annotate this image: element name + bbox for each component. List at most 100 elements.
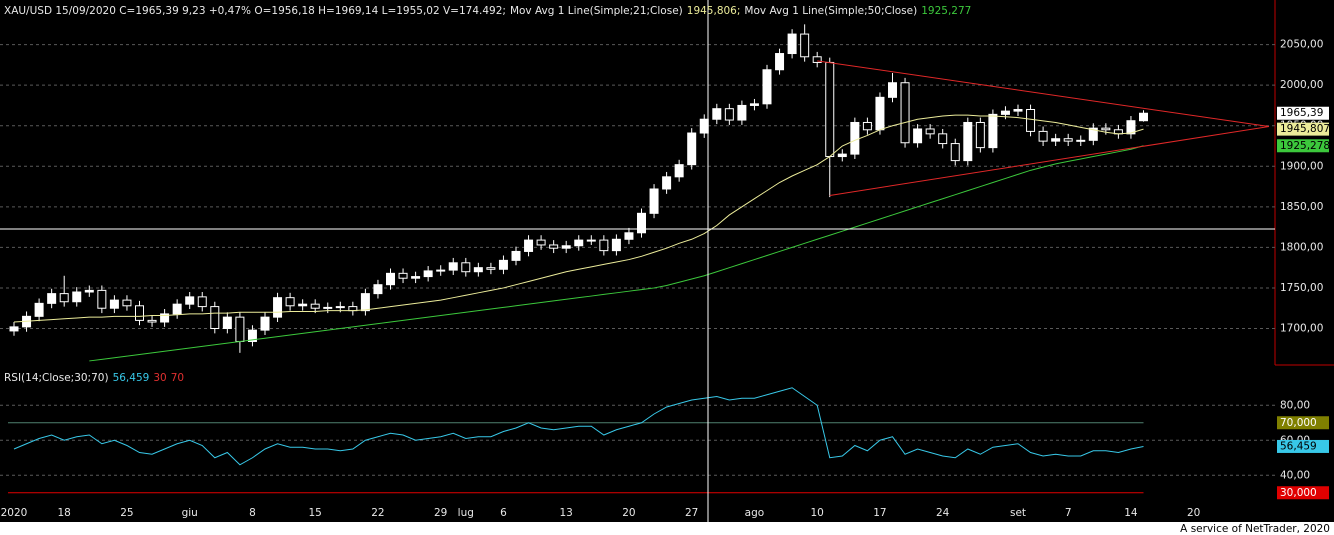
- candle-body: [1013, 109, 1023, 112]
- candle-body: [1088, 127, 1098, 141]
- rsi-name: RSI(14;Close;30;70): [4, 372, 109, 384]
- candle-body: [938, 133, 948, 145]
- candle-body: [285, 297, 295, 307]
- candle-body: [323, 306, 333, 309]
- candle-body: [222, 316, 232, 329]
- candle-body: [699, 118, 709, 134]
- series-axis-label: 1925,278: [1280, 140, 1330, 152]
- candle-body: [247, 329, 257, 342]
- close-label-box: [1277, 106, 1329, 120]
- candle-body: [749, 103, 759, 106]
- x-tick-label: 10: [811, 507, 824, 519]
- y-tick-label: 80,00: [1280, 399, 1310, 411]
- x-tick-label: 20: [1187, 507, 1200, 519]
- candle-body: [59, 293, 69, 303]
- x-tick-label: giu: [182, 507, 198, 519]
- candle-body: [197, 296, 207, 308]
- candle-body: [775, 53, 785, 71]
- candle-body: [122, 299, 132, 307]
- candle-body: [800, 33, 810, 58]
- series-axis-label: 56,459: [1280, 440, 1317, 452]
- candle-body: [611, 238, 621, 252]
- line: [13, 114, 1144, 323]
- x-tick-label: 18: [58, 507, 71, 519]
- x-tick-label: 7: [1065, 507, 1072, 519]
- x-tick-label: 15: [309, 507, 322, 519]
- rsi-header: RSI(14;Close;30;70) 56,459 30 70: [4, 372, 184, 384]
- candle-body: [473, 267, 483, 273]
- candle-body: [147, 319, 157, 323]
- y-tick-label: 1900,00: [1280, 160, 1323, 172]
- candle-body: [913, 128, 923, 144]
- background: [0, 0, 1334, 522]
- y-tick-label: 2000,00: [1280, 79, 1323, 91]
- labels: 1700,001750,001800,001850,001900,001950,…: [1, 39, 1330, 519]
- candle-body: [97, 289, 107, 309]
- trendline: [829, 126, 1270, 196]
- candle-body: [762, 69, 772, 105]
- y-tick-label: 1800,00: [1280, 241, 1323, 253]
- candle-body: [448, 262, 458, 271]
- candle-body: [185, 296, 195, 305]
- candle-body: [135, 305, 144, 321]
- candle-body: [674, 164, 684, 178]
- candle-body: [599, 239, 609, 252]
- candle-body: [850, 121, 860, 155]
- candle-body: [837, 153, 847, 158]
- level-label: 30,000: [1280, 487, 1317, 499]
- y-tick-label: 2050,00: [1280, 39, 1323, 51]
- x-tick-label: 6: [500, 507, 507, 519]
- level-label-box: [1277, 486, 1329, 500]
- candle-body: [1051, 138, 1061, 142]
- candle-body: [687, 132, 697, 166]
- x-tick-label: 14: [1124, 507, 1138, 519]
- candle-body: [963, 121, 973, 162]
- candle-body: [637, 212, 646, 234]
- rsi-level-low: 30: [153, 372, 166, 384]
- candle-body: [398, 272, 408, 279]
- candle-body: [486, 267, 496, 270]
- y-tick-label: 40,00: [1280, 469, 1310, 481]
- candle-body: [875, 96, 885, 131]
- candle-body: [373, 284, 383, 295]
- candle-body: [524, 239, 534, 252]
- candle-body: [160, 313, 170, 323]
- x-tick-label: 2020: [1, 507, 28, 519]
- header-ma21-value: 1945,806;: [687, 5, 741, 17]
- series-axis-label-box: [1277, 139, 1329, 153]
- footer-strip: [0, 522, 1334, 535]
- rsi-level-high: 70: [171, 372, 184, 384]
- y-tick-label: 1700,00: [1280, 323, 1323, 335]
- candle-body: [436, 269, 446, 272]
- header-title: XAU/USD 15/09/2020 C=1965,39 9,23 +0,47%…: [4, 5, 506, 17]
- x-tick-label: 17: [873, 507, 886, 519]
- candle-body: [574, 239, 584, 247]
- x-tick-label: 25: [120, 507, 133, 519]
- x-tick-label: 29: [434, 507, 447, 519]
- header-ma50-name: Mov Avg 1 Line(Simple;50;Close): [744, 5, 917, 17]
- candle-body: [925, 128, 935, 135]
- y-tick-label: 1850,00: [1280, 201, 1323, 213]
- candle-body: [386, 272, 395, 286]
- candle-body: [662, 176, 672, 190]
- x-tick-label: 8: [249, 507, 256, 519]
- x-tick-label: ago: [745, 507, 765, 519]
- candle-body: [1139, 112, 1148, 122]
- candle-body: [536, 239, 546, 246]
- candle-body: [1026, 109, 1036, 132]
- x-tick-label: 27: [685, 507, 698, 519]
- candle-body: [273, 297, 283, 318]
- candle-body: [825, 61, 835, 158]
- candle-body: [1000, 110, 1010, 115]
- candle-body: [335, 306, 345, 309]
- marks: [8, 24, 1270, 494]
- candle-body: [210, 306, 220, 330]
- candle-body: [411, 276, 421, 279]
- candle-body: [649, 188, 659, 214]
- candle-body: [310, 303, 320, 309]
- x-tick-label: 13: [560, 507, 573, 519]
- candle-body: [724, 108, 734, 121]
- candle-body: [1076, 139, 1086, 142]
- series-axis-label-box: [1277, 122, 1329, 136]
